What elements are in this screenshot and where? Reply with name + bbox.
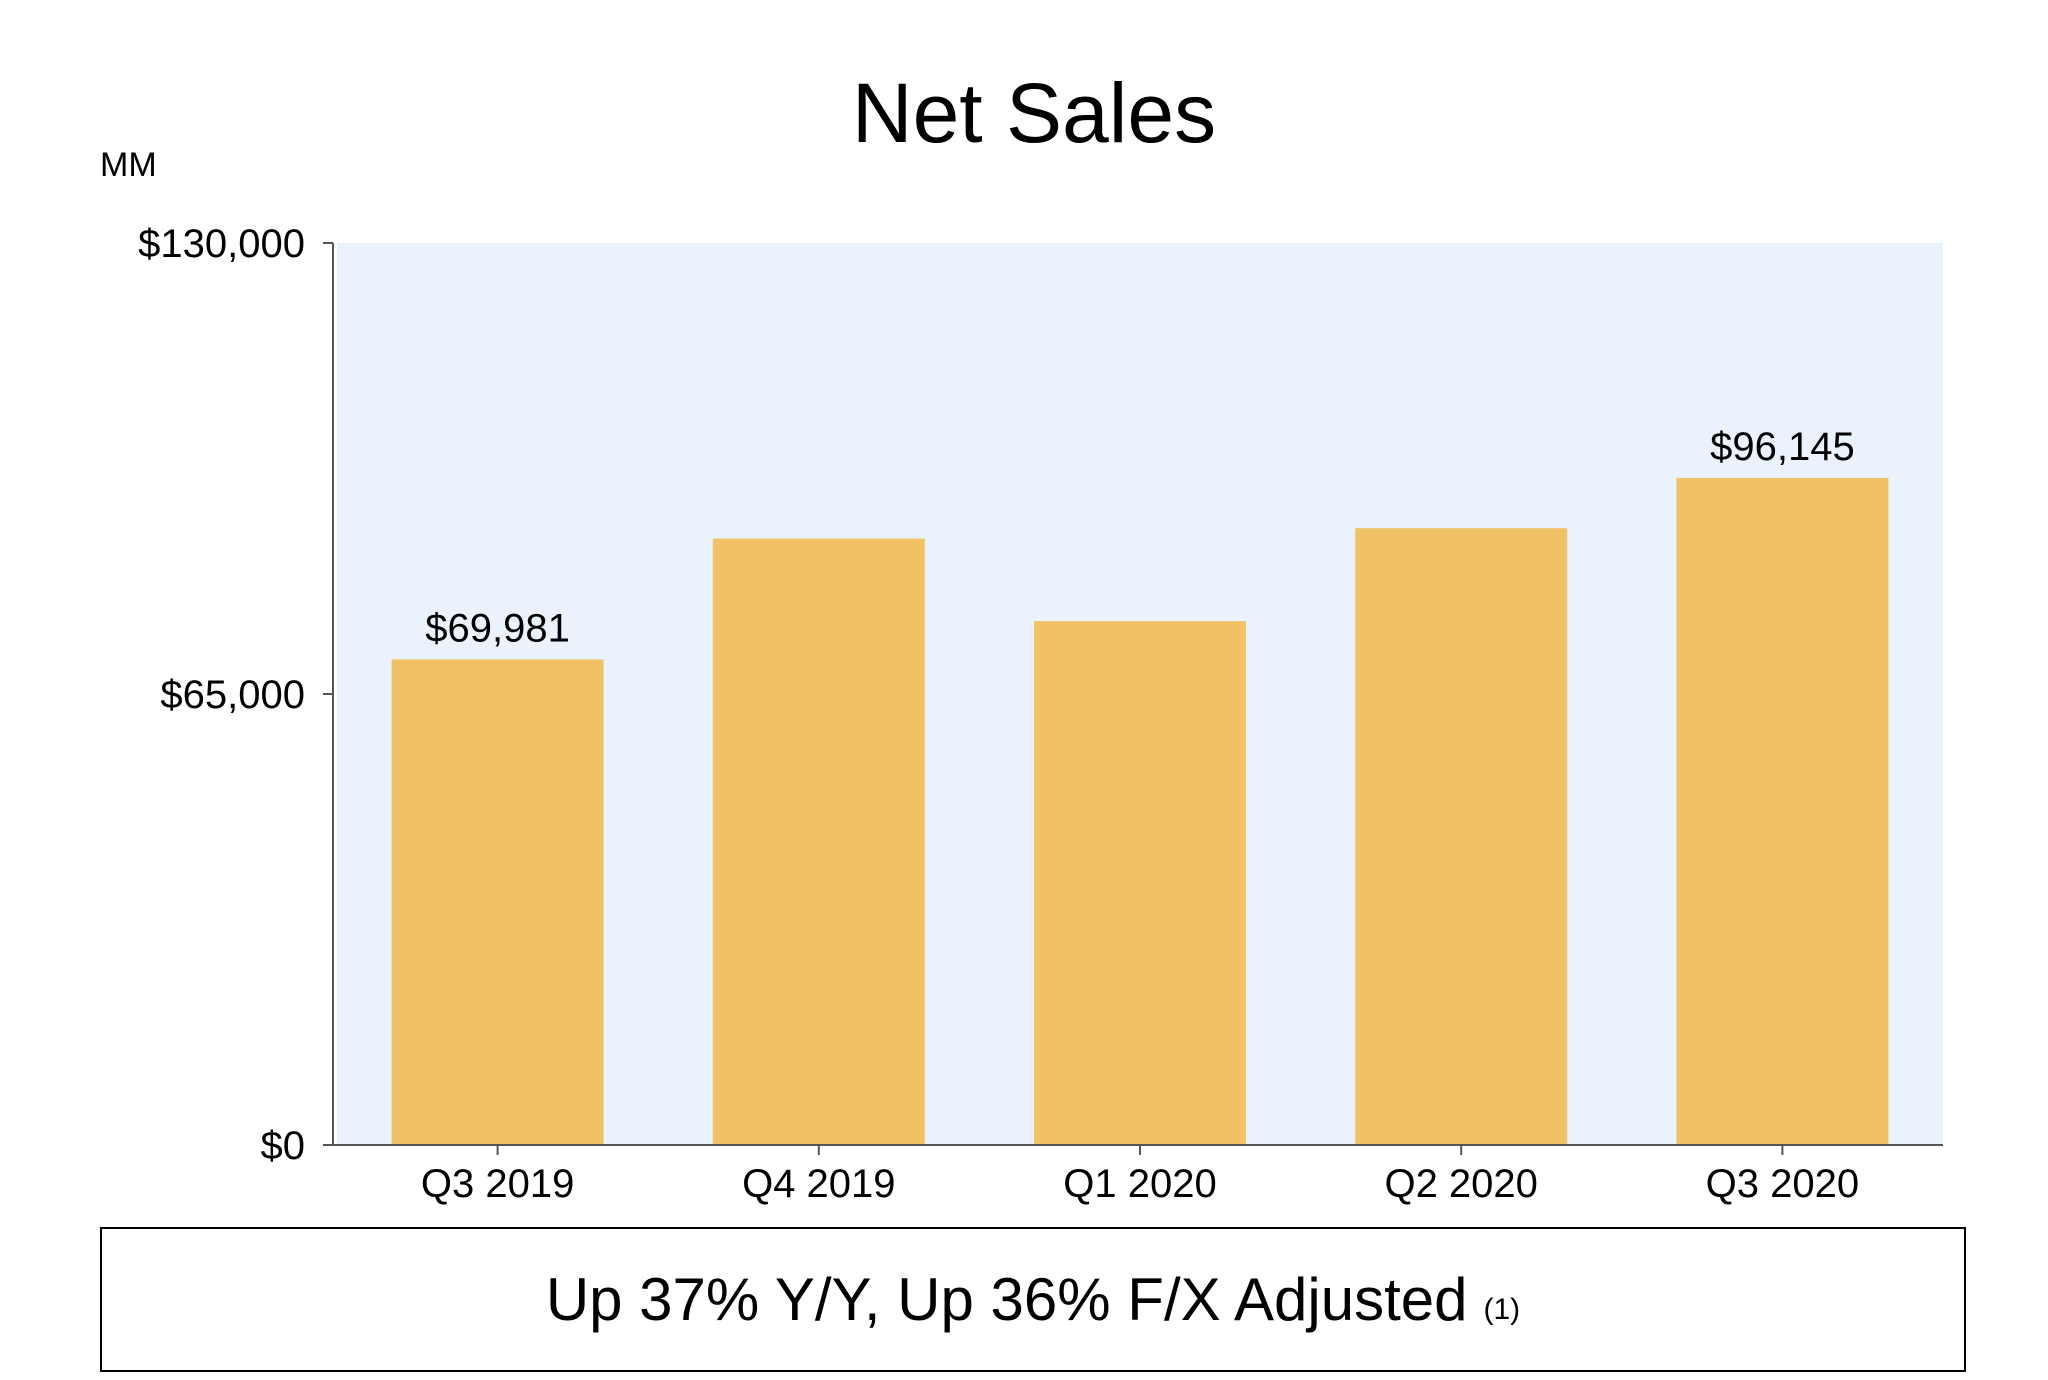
summary-text: Up 37% Y/Y, Up 36% F/X Adjusted	[545, 1266, 1468, 1333]
footnote-marker: (1)	[1483, 1292, 1521, 1326]
bar-q3-2019	[391, 659, 604, 1145]
data-labels-group: $69,981 $96,145	[425, 425, 1854, 651]
bar-q3-2020	[1676, 477, 1889, 1145]
chart-title: Net Sales	[852, 66, 1216, 160]
bar-q1-2020	[1034, 621, 1246, 1145]
x-tick-label: Q1 2020	[1063, 1162, 1216, 1206]
x-tick-label: Q4 2019	[742, 1162, 895, 1206]
y-tick-label: $0	[261, 1124, 306, 1168]
bars-group	[391, 477, 1889, 1145]
bar-q2-2020	[1355, 528, 1568, 1145]
bar-q4-2019	[712, 538, 925, 1145]
y-tick-label: $130,000	[138, 222, 305, 266]
data-label: $69,981	[425, 606, 570, 650]
data-label: $96,145	[1710, 425, 1855, 469]
axes-group: $0 $65,000 $130,000 Q3 2019 Q4 2019 Q1 2020 Q2…	[138, 222, 1943, 1206]
summary-box: Up 37% Y/Y, Up 36% F/X Adjusted (1)	[100, 1227, 1966, 1372]
x-tick-label: Q2 2020	[1384, 1162, 1537, 1206]
x-tick-label: Q3 2020	[1706, 1162, 1859, 1206]
unit-label: MM	[100, 146, 157, 184]
y-tick-label: $65,000	[160, 673, 305, 717]
x-tick-label: Q3 2019	[421, 1162, 574, 1206]
